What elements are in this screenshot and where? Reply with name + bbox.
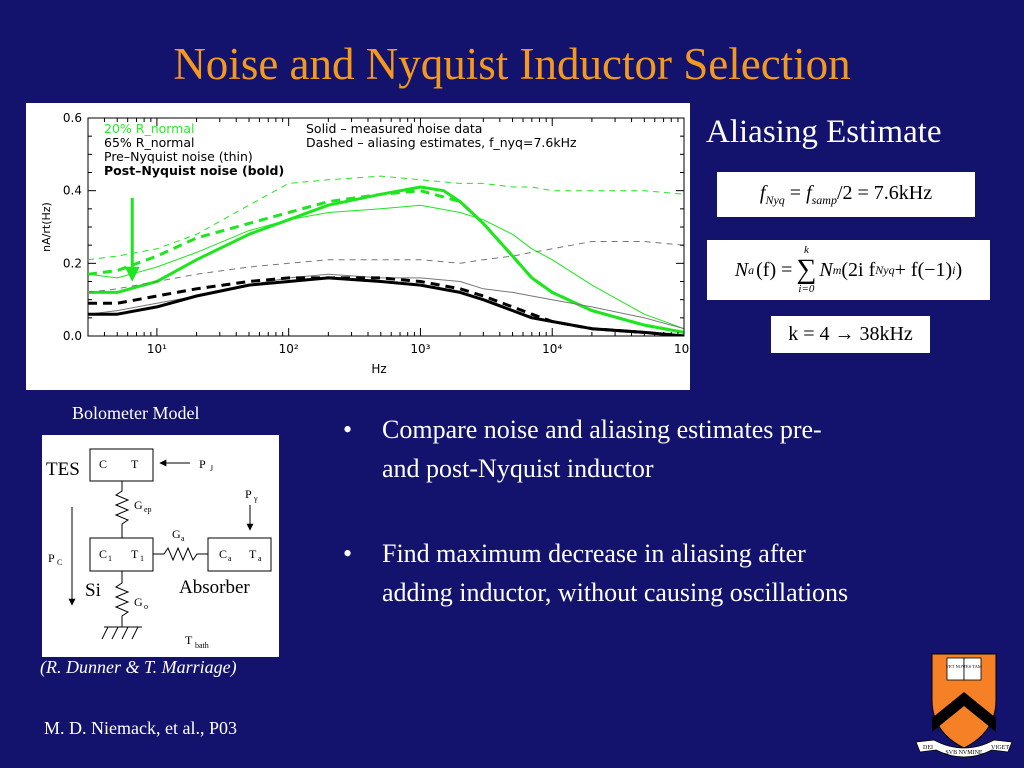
- svg-text:1: 1: [140, 554, 144, 563]
- svg-text:T: T: [185, 633, 193, 647]
- bolometer-model-diagram: TES C T P J G ep P γ P C C 1 T 1 G a C a…: [42, 435, 279, 657]
- x-axis-label: Hz: [371, 362, 386, 376]
- ground-symbol: [101, 626, 142, 640]
- series-line: [88, 175, 684, 261]
- summation-symbol: k ∑ i=0: [796, 244, 817, 295]
- book-right: [963, 657, 982, 681]
- y-tick-label: 0.0: [63, 329, 82, 343]
- svg-text:G: G: [134, 595, 143, 609]
- noise-chart: 10¹ 10² 10³ 10⁴ 10⁵ 0.0 0.2 0.4 0.6 nA/rt(Hz) Hz…: [40, 111, 690, 376]
- series-line: [88, 276, 684, 336]
- y-tick-label: 0.6: [63, 111, 82, 125]
- x-tick-label: 10¹: [147, 342, 167, 356]
- svg-text:P: P: [199, 457, 206, 471]
- g-ep-resistor: [114, 481, 130, 538]
- svg-text:γ: γ: [253, 494, 258, 503]
- slide-title: Noise and Nyquist Inductor Selection: [173, 39, 851, 89]
- svg-text:VET NOV: VET NOV: [946, 664, 966, 669]
- svg-text:T: T: [131, 457, 139, 471]
- svg-text:C: C: [99, 547, 107, 561]
- legend-dashed: Dashed – aliasing estimates, f_nyq=7.6kH…: [306, 135, 577, 150]
- svg-text:T: T: [249, 547, 257, 561]
- svg-text:G: G: [134, 498, 143, 512]
- si-label: Si: [85, 580, 101, 601]
- svg-text:G: G: [172, 527, 181, 541]
- legend-20-rnormal: 20% R_normal: [104, 121, 195, 136]
- legend-right: Solid – measured noise data Dashed – ali…: [306, 121, 577, 150]
- svg-text:a: a: [228, 554, 232, 563]
- y-tick-label: 0.4: [63, 184, 82, 198]
- svg-text:J: J: [210, 464, 213, 473]
- svg-text:VIGET: VIGET: [991, 745, 1009, 751]
- svg-text:1: 1: [108, 554, 112, 563]
- bullet-icon: •: [343, 415, 353, 444]
- bullet-item: • Find maximum decrease in aliasing afte…: [337, 534, 1007, 612]
- x-tick-label: 10⁴: [542, 342, 562, 356]
- slide-footer: M. D. Niemack, et al., P03: [44, 718, 237, 738]
- aliasing-estimate-heading: Aliasing Estimate: [706, 114, 942, 150]
- g-a-resistor: [153, 546, 208, 562]
- g-o-resistor: [114, 571, 130, 627]
- x-tick-label: 10⁵: [674, 342, 690, 356]
- svg-text:C: C: [219, 547, 227, 561]
- princeton-shield-logo: VET NOV TES TAM DEI SVB NVMINE VIGET: [915, 653, 1013, 758]
- y-axis-label: nA/rt(Hz): [40, 202, 53, 252]
- legend-pre-nyquist: Pre–Nyquist noise (thin): [104, 149, 253, 164]
- absorber-box: [207, 537, 272, 572]
- bullet-item: • Compare noise and aliasing estimates p…: [337, 410, 1007, 488]
- svg-text:SVB NVMINE: SVB NVMINE: [945, 750, 983, 756]
- legend-post-nyquist: Post–Nyquist noise (bold): [104, 163, 284, 178]
- svg-text:a: a: [181, 534, 185, 543]
- svg-text:bath: bath: [195, 641, 209, 650]
- book-left: [946, 657, 965, 681]
- legend-left: 20% R_normal 65% R_normal Pre–Nyquist no…: [104, 121, 284, 178]
- bolometer-model-caption: Bolometer Model: [72, 403, 200, 423]
- svg-text:o: o: [144, 602, 148, 611]
- series-line: [88, 189, 684, 334]
- equation-nyquist-frequency: fNyq = fsamp/2 = 7.6kHz: [717, 172, 975, 217]
- y-tick-label: 0.2: [63, 256, 82, 270]
- series-line: [88, 185, 684, 334]
- svg-text:a: a: [258, 554, 262, 563]
- legend-65-rnormal: 65% R_normal: [104, 135, 195, 150]
- svg-text:ep: ep: [144, 505, 152, 514]
- bullet-list: • Compare noise and aliasing estimates p…: [337, 410, 1007, 658]
- svg-text:TES TAM: TES TAM: [963, 664, 982, 669]
- logo-banner: [915, 739, 1013, 758]
- absorber-label: Absorber: [179, 577, 250, 598]
- x-tick-label: 10²: [279, 342, 299, 356]
- shield-chevron: [932, 692, 996, 732]
- bullet-icon: •: [343, 539, 353, 568]
- svg-text:DEI: DEI: [923, 745, 933, 751]
- series-line: [88, 204, 684, 330]
- model-credit: (R. Dunner & T. Marriage): [40, 657, 237, 677]
- svg-text:T: T: [131, 547, 139, 561]
- series-line: [88, 241, 684, 293]
- bullet-text: Compare noise and aliasing estimates pre…: [382, 415, 822, 483]
- x-tick-label: 10³: [410, 342, 430, 356]
- bullet-text: Find maximum decrease in aliasing after …: [382, 539, 849, 607]
- svg-text:C: C: [57, 558, 62, 567]
- equation-k-value: k = 4 → 38kHz: [771, 316, 930, 353]
- noise-chart-panel: 10¹ 10² 10³ 10⁴ 10⁵ 0.0 0.2 0.4 0.6 nA/rt(Hz) Hz…: [26, 103, 690, 390]
- legend-solid: Solid – measured noise data: [306, 121, 482, 136]
- svg-text:P: P: [245, 487, 252, 501]
- tes-label: TES: [46, 459, 80, 480]
- svg-text:C: C: [99, 457, 107, 471]
- svg-text:P: P: [48, 551, 55, 565]
